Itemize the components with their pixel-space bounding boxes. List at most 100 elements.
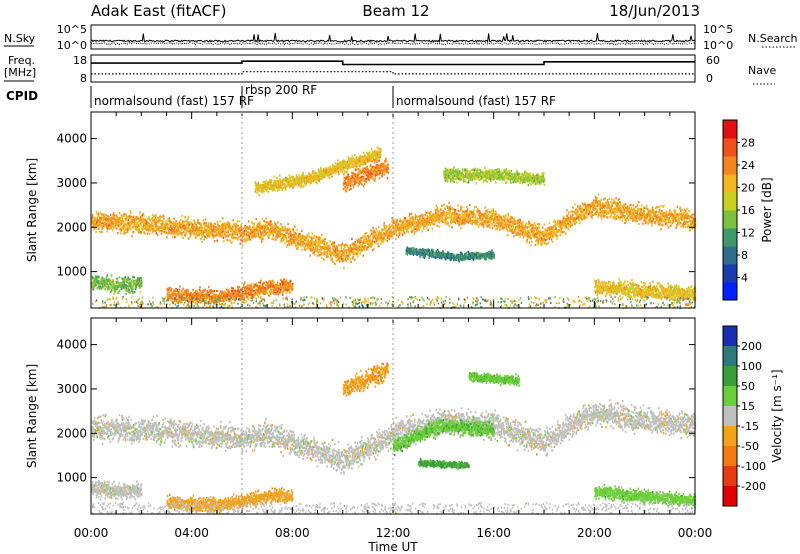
data-point	[414, 221, 416, 224]
data-point	[356, 244, 358, 247]
data-point	[137, 217, 139, 220]
data-point	[251, 229, 254, 232]
data-point	[618, 198, 620, 201]
data-point	[500, 219, 503, 222]
data-point	[395, 237, 397, 241]
data-point	[210, 227, 213, 231]
data-point	[274, 227, 277, 230]
data-point	[336, 255, 338, 259]
data-point	[410, 219, 412, 223]
data-point	[377, 226, 380, 229]
data-point	[640, 204, 643, 207]
data-point	[307, 235, 309, 238]
data-point	[296, 243, 299, 246]
data-point	[424, 225, 426, 228]
data-point	[234, 237, 237, 240]
data-point	[196, 290, 198, 293]
data-point	[203, 303, 206, 307]
data-point	[285, 229, 287, 232]
data-point	[387, 233, 390, 236]
data-point	[118, 289, 121, 292]
data-point	[257, 225, 260, 228]
data-point	[636, 204, 639, 207]
data-point	[460, 206, 463, 209]
data-point	[507, 229, 509, 232]
data-point	[95, 231, 97, 234]
data-point	[293, 234, 296, 237]
data-point	[333, 254, 335, 257]
data-point	[466, 212, 469, 215]
data-point	[369, 239, 371, 242]
data-point	[222, 223, 224, 226]
data-point	[223, 222, 226, 225]
data-point	[311, 232, 314, 235]
data-point	[120, 229, 123, 232]
data-point	[364, 232, 367, 235]
data-point	[374, 240, 376, 243]
data-point	[490, 217, 493, 220]
data-point	[286, 244, 289, 247]
data-point	[296, 228, 299, 231]
data-point	[284, 227, 286, 230]
data-point	[202, 233, 204, 236]
data-point	[620, 208, 623, 211]
data-point	[196, 234, 199, 237]
data-point	[169, 225, 171, 228]
data-point	[323, 249, 325, 252]
data-point	[122, 225, 125, 229]
data-point	[107, 221, 109, 224]
data-point	[254, 227, 256, 230]
data-point	[420, 219, 422, 223]
data-point	[143, 227, 146, 230]
data-point	[415, 221, 418, 224]
data-point	[399, 232, 402, 235]
data-point	[689, 229, 691, 232]
data-point	[145, 219, 148, 222]
data-point	[101, 213, 103, 216]
data-point	[527, 222, 530, 225]
data-point	[185, 233, 187, 236]
data-point	[305, 248, 308, 251]
data-point	[660, 205, 662, 208]
data-point	[680, 225, 682, 228]
data-point	[617, 214, 619, 217]
data-point	[512, 217, 515, 220]
data-point	[433, 216, 436, 220]
data-point	[115, 214, 118, 217]
data-point	[495, 215, 497, 218]
data-point	[318, 236, 321, 239]
data-point	[168, 227, 171, 230]
data-point	[348, 249, 351, 252]
data-point	[656, 210, 658, 213]
data-point	[476, 218, 478, 221]
data-point	[356, 240, 359, 243]
data-point	[145, 225, 148, 228]
data-point	[333, 247, 336, 250]
data-point	[117, 218, 120, 221]
data-point	[179, 285, 181, 288]
data-point	[144, 232, 146, 235]
data-point	[341, 242, 343, 245]
data-point	[321, 241, 323, 245]
data-point	[463, 214, 466, 217]
data-point	[566, 215, 569, 218]
data-point	[164, 229, 166, 232]
data-point	[386, 230, 388, 233]
data-point	[195, 236, 197, 239]
data-point	[400, 227, 402, 230]
data-point	[106, 218, 109, 221]
data-point	[432, 214, 435, 217]
data-point	[309, 248, 312, 251]
data-point	[137, 225, 140, 228]
data-point	[328, 252, 331, 255]
data-point	[112, 221, 114, 224]
data-point	[324, 252, 327, 255]
data-point	[178, 288, 181, 291]
data-point	[175, 230, 178, 233]
data-point	[168, 219, 171, 222]
data-point	[280, 223, 282, 226]
data-point	[559, 221, 562, 224]
data-point	[443, 219, 446, 222]
data-point	[237, 237, 239, 240]
data-point	[212, 233, 214, 236]
